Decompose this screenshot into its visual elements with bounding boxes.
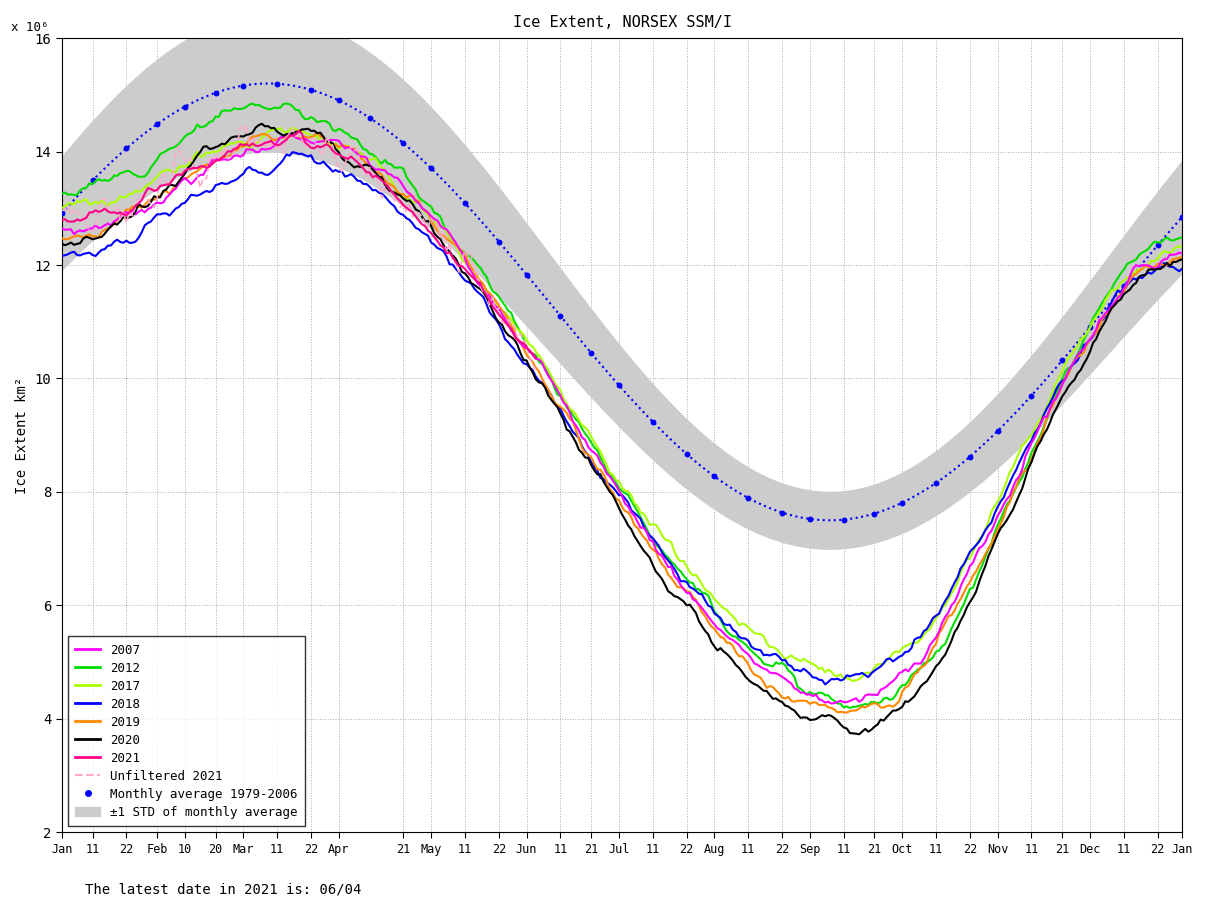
Point [1022,388,1041,403]
Point [865,506,884,521]
Y-axis label: Ice Extent km²: Ice Extent km² [14,376,29,493]
Point [960,449,980,463]
Point [455,196,475,210]
Point [676,447,696,462]
Point [422,161,441,176]
Title: Ice Extent, NORSEX SSM/I: Ice Extent, NORSEX SSM/I [512,15,732,30]
Legend: 2007, 2012, 2017, 2018, 2019, 2020, 2021, Unfiltered 2021, Monthly average 1979-: 2007, 2012, 2017, 2018, 2019, 2020, 2021… [68,636,306,826]
Point [551,308,570,323]
Point [394,136,413,151]
Point [834,512,853,527]
Point [360,111,379,125]
Point [329,93,348,108]
Point [489,234,509,249]
Point [772,505,791,520]
Point [302,83,321,97]
Point [175,100,194,114]
Point [267,76,286,91]
Point [609,378,628,393]
Point [643,414,662,429]
Point [893,495,912,510]
Point [1114,278,1133,293]
Text: The latest date in 2021 is: 06/04: The latest date in 2021 is: 06/04 [85,883,361,896]
Point [52,206,71,220]
Point [1148,238,1167,252]
Point [233,78,252,93]
Point [581,346,600,360]
Point [1080,320,1099,335]
Point [800,512,819,526]
Point [517,268,536,282]
Point [1173,210,1192,224]
Point [704,469,724,483]
Point [1052,353,1071,367]
Point [117,141,137,156]
Point [207,85,226,100]
Point [83,173,103,188]
Point [147,117,167,132]
Point [738,491,757,505]
Point [988,424,1007,438]
Text: x 10⁶: x 10⁶ [11,21,48,34]
Point [927,475,946,490]
